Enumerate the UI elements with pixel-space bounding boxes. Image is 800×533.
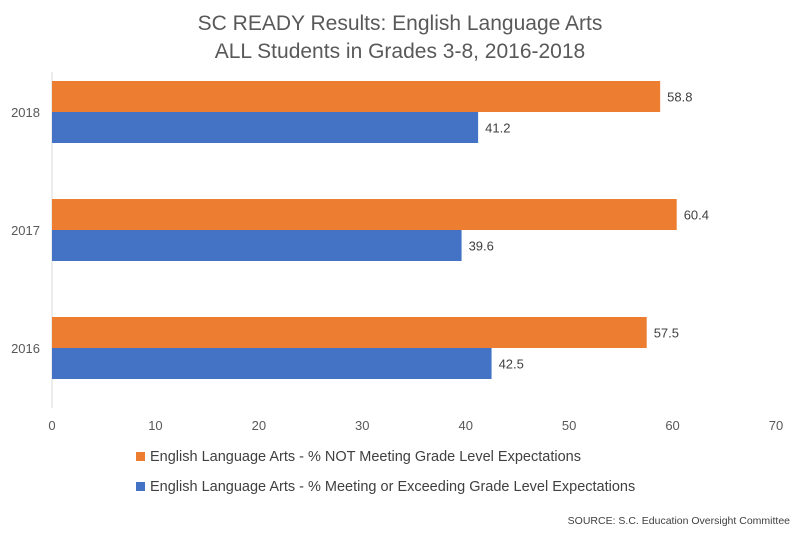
x-tick-label-50: 50 bbox=[562, 418, 576, 433]
bar-2016-meeting bbox=[52, 348, 492, 379]
data-label-2016-meeting: 42.5 bbox=[499, 357, 524, 372]
bar-2018-not-meeting bbox=[52, 81, 661, 112]
y-tick-label-2017: 2017 bbox=[11, 223, 40, 238]
source-note: SOURCE: S.C. Education Oversight Committ… bbox=[568, 515, 790, 527]
y-tick-label-2016: 2016 bbox=[11, 341, 40, 356]
data-label-2018-meeting: 41.2 bbox=[485, 121, 510, 136]
x-tick-label-0: 0 bbox=[48, 418, 55, 433]
x-tick-label-40: 40 bbox=[458, 418, 472, 433]
x-tick-label-70: 70 bbox=[769, 418, 783, 433]
data-label-2016-not-meeting: 57.5 bbox=[654, 326, 679, 341]
x-tick-label-60: 60 bbox=[665, 418, 679, 433]
legend-label-not-meeting: English Language Arts - % NOT Meeting Gr… bbox=[150, 449, 581, 465]
data-label-2018-not-meeting: 58.8 bbox=[667, 90, 692, 105]
x-tick-label-30: 30 bbox=[355, 418, 369, 433]
data-label-2017-not-meeting: 60.4 bbox=[684, 208, 709, 223]
chart-title: SC READY Results: English Language Arts bbox=[198, 12, 603, 35]
legend: English Language Arts - % NOT Meeting Gr… bbox=[136, 449, 635, 495]
y-tick-labels: 2018 2017 2016 bbox=[11, 105, 40, 356]
x-tick-label-10: 10 bbox=[148, 418, 162, 433]
legend-swatch-not-meeting bbox=[136, 452, 145, 461]
bars-group: 58.8 41.2 60.4 39.6 57.5 42.5 bbox=[52, 81, 709, 379]
legend-swatch-meeting bbox=[136, 482, 145, 491]
x-tick-labels: 0 10 20 30 40 50 60 70 bbox=[48, 418, 783, 433]
legend-label-meeting: English Language Arts - % Meeting or Exc… bbox=[150, 479, 635, 495]
bar-2017-not-meeting bbox=[52, 199, 677, 230]
y-tick-label-2018: 2018 bbox=[11, 105, 40, 120]
bar-2016-not-meeting bbox=[52, 317, 647, 348]
bar-2018-meeting bbox=[52, 112, 479, 143]
data-label-2017-meeting: 39.6 bbox=[469, 239, 494, 254]
chart-subtitle: ALL Students in Grades 3-8, 2016-2018 bbox=[215, 40, 585, 63]
x-tick-label-20: 20 bbox=[252, 418, 266, 433]
bar-2017-meeting bbox=[52, 230, 462, 261]
